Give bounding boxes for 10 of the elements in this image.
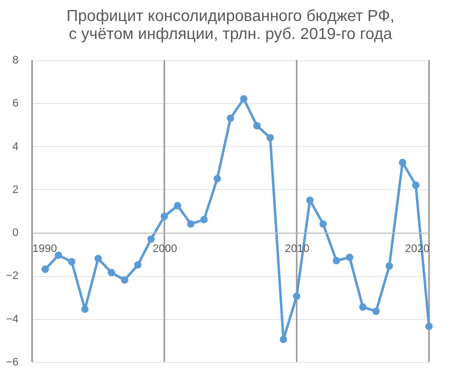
y-tick-label: 6: [12, 98, 18, 110]
y-tick-label: 0: [12, 227, 18, 240]
y-tick-label: −2: [6, 270, 18, 282]
y-tick-label: 4: [12, 140, 18, 153]
x-tick-label: 1990: [32, 243, 57, 256]
y-tick-label: 2: [12, 184, 18, 196]
y-tick-label: −4: [6, 313, 18, 326]
chart-title: Профицит консолидированного бюджет РФ, с учётом инфляции, трлн. руб. 2019-го года: [66, 8, 394, 43]
y-tick-label: −6: [6, 356, 18, 368]
y-tick-label: 8: [12, 54, 18, 66]
